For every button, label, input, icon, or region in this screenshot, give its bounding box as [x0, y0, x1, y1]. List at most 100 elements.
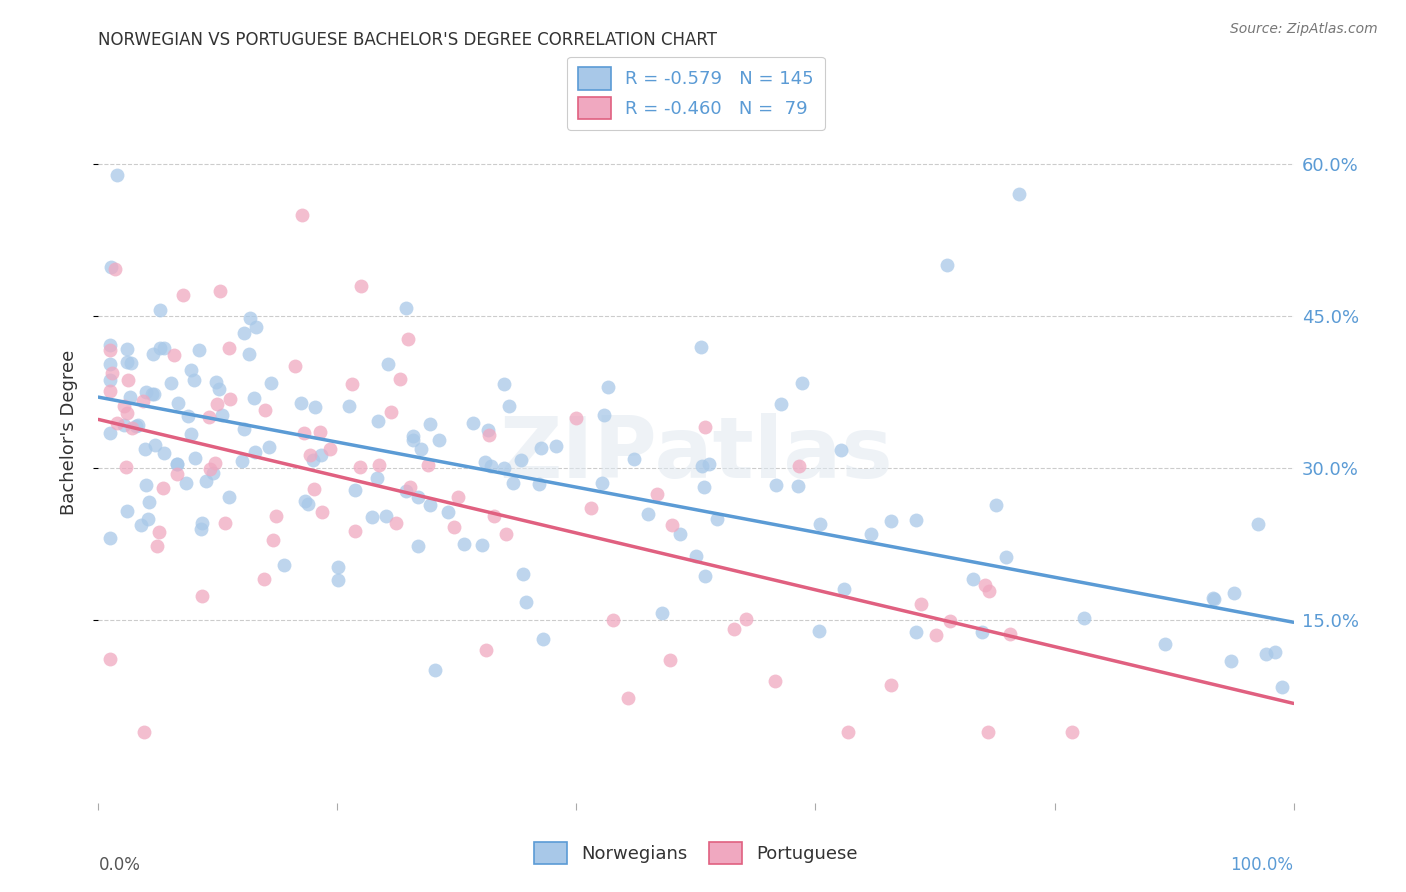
Point — [190, 522, 212, 536]
Point — [127, 417, 149, 432]
Point — [1202, 591, 1225, 605]
Point — [977, 584, 1000, 599]
Point — [188, 343, 211, 357]
Point — [1264, 645, 1286, 659]
Point — [366, 414, 388, 428]
Point — [152, 481, 174, 495]
Point — [443, 520, 465, 534]
Point — [183, 373, 205, 387]
Point — [661, 517, 683, 532]
Point — [174, 475, 197, 490]
Point — [837, 724, 859, 739]
Point — [129, 518, 152, 533]
Point — [134, 442, 156, 457]
Point — [148, 525, 170, 540]
Point — [121, 420, 143, 434]
Point — [623, 452, 645, 467]
Text: 0.0%: 0.0% — [98, 856, 141, 874]
Point — [399, 480, 422, 494]
Point — [484, 509, 506, 524]
Point — [936, 258, 959, 272]
Point — [231, 454, 253, 468]
Point — [690, 340, 713, 354]
Point — [166, 457, 188, 471]
Point — [205, 375, 228, 389]
Point — [939, 614, 962, 628]
Point — [98, 426, 122, 441]
Point — [1000, 627, 1022, 641]
Point — [146, 539, 169, 553]
Point — [498, 400, 520, 414]
Point — [1222, 586, 1244, 600]
Point — [115, 355, 138, 369]
Point — [105, 416, 128, 430]
Point — [910, 598, 932, 612]
Point — [311, 505, 333, 519]
Point — [986, 498, 1008, 512]
Point — [107, 168, 129, 182]
Point — [693, 480, 716, 494]
Point — [340, 377, 363, 392]
Point — [204, 456, 226, 470]
Point — [375, 509, 398, 524]
Point — [423, 663, 446, 677]
Point — [765, 477, 787, 491]
Point — [693, 420, 716, 434]
Point — [218, 392, 240, 407]
Point — [297, 497, 319, 511]
Point — [366, 471, 388, 485]
Point — [292, 425, 315, 440]
Point — [474, 455, 496, 469]
Point — [350, 278, 373, 293]
Point — [447, 490, 470, 504]
Point — [787, 458, 810, 473]
Point — [298, 448, 321, 462]
Point — [973, 578, 995, 592]
Point — [138, 494, 160, 508]
Point — [977, 724, 1000, 739]
Point — [143, 387, 166, 401]
Point — [141, 387, 163, 401]
Point — [904, 625, 927, 640]
Point — [264, 508, 287, 523]
Point — [377, 358, 399, 372]
Y-axis label: Bachelor's Degree: Bachelor's Degree — [59, 350, 77, 516]
Point — [326, 573, 349, 587]
Point — [132, 724, 155, 739]
Point — [135, 478, 157, 492]
Point — [238, 311, 260, 326]
Point — [402, 433, 425, 447]
Point — [453, 537, 475, 551]
Point — [98, 338, 122, 352]
Point — [1271, 680, 1294, 694]
Point — [1202, 592, 1225, 607]
Point — [211, 408, 233, 422]
Point — [115, 504, 138, 518]
Point — [706, 512, 728, 526]
Point — [284, 359, 307, 373]
Point — [167, 396, 190, 410]
Point — [104, 262, 127, 277]
Point — [879, 678, 901, 692]
Point — [380, 405, 402, 419]
Point — [98, 384, 122, 398]
Point — [117, 373, 139, 387]
Point — [259, 376, 281, 390]
Point — [201, 466, 224, 480]
Point — [197, 409, 219, 424]
Point — [98, 373, 122, 387]
Point — [1008, 187, 1031, 202]
Point — [208, 284, 231, 298]
Point — [114, 459, 136, 474]
Point — [367, 458, 389, 472]
Point — [544, 439, 567, 453]
Point — [502, 475, 524, 490]
Point — [905, 513, 928, 527]
Point — [695, 569, 717, 583]
Point — [879, 514, 901, 528]
Point — [294, 493, 316, 508]
Point — [180, 363, 202, 377]
Point — [419, 498, 441, 512]
Point — [477, 423, 499, 437]
Point — [591, 476, 613, 491]
